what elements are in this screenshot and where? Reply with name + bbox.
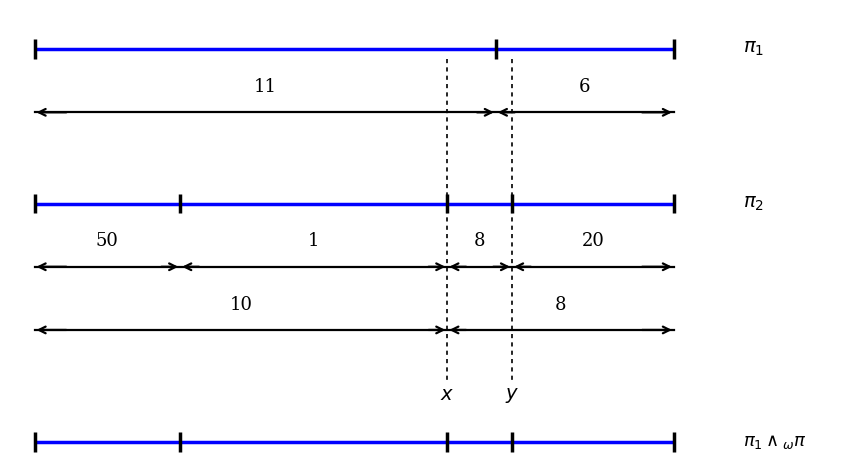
Text: 10: 10	[230, 296, 252, 314]
Text: $\pi_2$: $\pi_2$	[743, 194, 764, 213]
Text: $y$: $y$	[505, 386, 519, 405]
Text: 11: 11	[254, 78, 276, 96]
Text: 6: 6	[579, 78, 591, 96]
Text: 8: 8	[555, 296, 567, 314]
Text: 8: 8	[474, 233, 486, 250]
Text: $\pi_1$: $\pi_1$	[743, 40, 764, 58]
Text: 50: 50	[96, 233, 119, 250]
Text: $\pi_1 \wedge_\omega \pi$: $\pi_1 \wedge_\omega \pi$	[743, 433, 807, 451]
Text: 1: 1	[308, 233, 320, 250]
Text: $x$: $x$	[441, 386, 454, 404]
Text: 20: 20	[581, 233, 605, 250]
